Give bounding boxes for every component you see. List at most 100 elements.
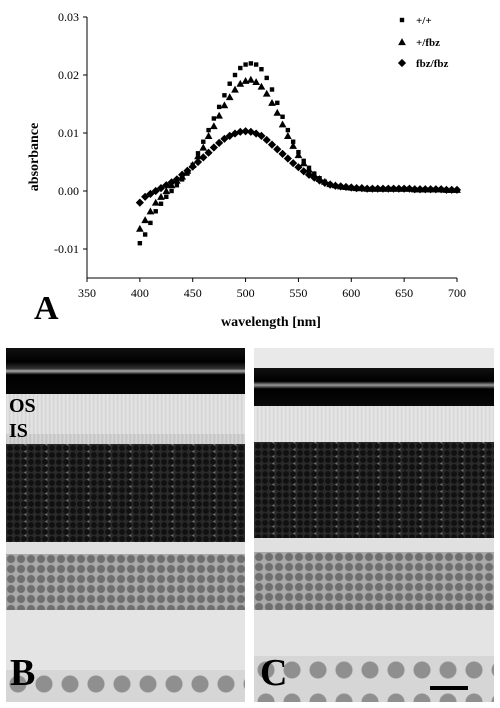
data-point-diamond	[294, 163, 303, 172]
panel-label-a: A	[34, 290, 59, 327]
data-point-diamond	[262, 135, 271, 145]
data-point-diamond	[156, 184, 166, 193]
data-point-diamond	[394, 184, 403, 193]
data-point-diamond	[373, 184, 382, 193]
absorbance-chart: 350 400 450 500 550 600 650 700 -0.01 0.00 0.01 0.0…	[27, 10, 466, 330]
data-point-diamond	[442, 185, 451, 194]
data-point-diamond	[135, 198, 144, 207]
data-point-diamond	[415, 185, 425, 194]
data-point-square	[222, 93, 227, 98]
chart-legend: +/+ +/fbz fbz/fbz	[397, 15, 449, 70]
data-point-triangle	[210, 122, 218, 130]
data-point-diamond	[357, 184, 366, 193]
data-point-diamond	[363, 184, 372, 193]
data-point-diamond	[347, 183, 356, 192]
data-point-square	[285, 127, 291, 133]
data-point-diamond	[167, 178, 176, 187]
data-point-square	[264, 75, 269, 81]
data-point-diamond	[146, 189, 155, 198]
data-point-triangle	[151, 198, 160, 206]
data-point-diamond	[426, 185, 435, 194]
layer-label-is: IS	[9, 420, 28, 442]
data-point-diamond	[405, 184, 414, 193]
x-axis-label: wavelength [nm]	[221, 315, 321, 330]
data-point-square	[142, 232, 148, 237]
data-point-diamond	[257, 131, 266, 140]
data-point-diamond	[421, 185, 430, 194]
data-point-diamond	[378, 184, 388, 193]
data-point-triangle	[278, 120, 287, 128]
data-point-triangle	[289, 141, 297, 149]
data-point-diamond	[283, 154, 292, 163]
data-point-diamond	[384, 184, 393, 193]
data-point-diamond	[437, 185, 446, 194]
data-point-diamond	[278, 149, 287, 158]
data-point-diamond	[273, 145, 282, 154]
y-tick-label: 0.02	[58, 68, 79, 82]
legend-marker-triangle	[398, 38, 406, 46]
data-point-triangle	[141, 216, 149, 224]
data-point-square	[248, 61, 254, 66]
pigment-epithelium-layer	[6, 348, 245, 394]
data-point-triangle	[225, 93, 234, 101]
data-point-triangle	[204, 132, 213, 139]
y-tick-label: -0.01	[54, 242, 79, 256]
data-point-diamond	[178, 170, 187, 179]
data-point-triangle	[157, 192, 165, 200]
ganglion-cell-layer	[6, 670, 245, 702]
data-point-diamond	[141, 192, 150, 201]
data-point-diamond	[326, 180, 335, 189]
data-point-diamond	[172, 175, 181, 184]
x-tick-label: 650	[395, 286, 413, 300]
series-diamond	[135, 127, 462, 207]
outer-segment-layer	[6, 394, 245, 434]
legend-label: +/+	[416, 15, 432, 27]
data-point-triangle	[247, 75, 255, 83]
pigment-epithelium-layer	[254, 368, 494, 406]
inner-plexiform-layer	[254, 610, 494, 656]
inner-nuclear-layer	[254, 552, 494, 610]
data-point-square	[174, 183, 180, 188]
data-point-diamond	[162, 181, 171, 190]
data-point-square	[275, 100, 280, 106]
data-point-square	[137, 241, 143, 246]
data-point-diamond	[389, 184, 398, 193]
chart-marks	[135, 61, 462, 246]
data-point-square	[201, 139, 206, 144]
legend-marker-diamond	[397, 58, 407, 68]
data-point-square	[206, 127, 211, 133]
data-point-triangle	[284, 132, 292, 139]
data-point-diamond	[452, 185, 462, 194]
y-tick-label: 0.00	[58, 184, 79, 198]
data-point-square	[153, 209, 158, 214]
data-point-diamond	[199, 153, 208, 162]
data-point-square	[227, 81, 232, 86]
data-point-diamond	[188, 162, 197, 171]
chart-axes: 350 400 450 500 550 600 650 700 -0.01 0.00 0.01 0.0…	[54, 10, 466, 300]
series-triangle	[136, 75, 461, 232]
inner-nuclear-layer	[6, 554, 245, 610]
data-point-triangle	[236, 79, 245, 87]
data-point-diamond	[220, 134, 229, 143]
inner-segment-layer	[6, 434, 245, 444]
data-point-diamond	[236, 127, 245, 136]
data-point-square	[243, 62, 248, 67]
data-point-diamond	[431, 185, 440, 194]
data-point-square	[169, 188, 174, 194]
data-point-triangle	[162, 187, 171, 195]
data-point-triangle	[294, 151, 303, 159]
x-tick-label: 350	[78, 286, 96, 300]
ganglion-cell-layer	[254, 656, 494, 702]
data-point-triangle	[241, 76, 250, 84]
data-point-triangle	[299, 159, 308, 167]
y-axis-label: absorbance	[27, 123, 42, 191]
data-point-diamond	[183, 166, 192, 175]
data-point-square	[232, 72, 238, 78]
data-point-diamond	[241, 127, 250, 136]
data-point-triangle	[146, 207, 155, 215]
y-tick-label: 0.03	[58, 10, 79, 24]
data-point-triangle	[268, 98, 276, 106]
layer-label-os: OS	[9, 395, 36, 417]
data-point-square	[148, 220, 153, 226]
